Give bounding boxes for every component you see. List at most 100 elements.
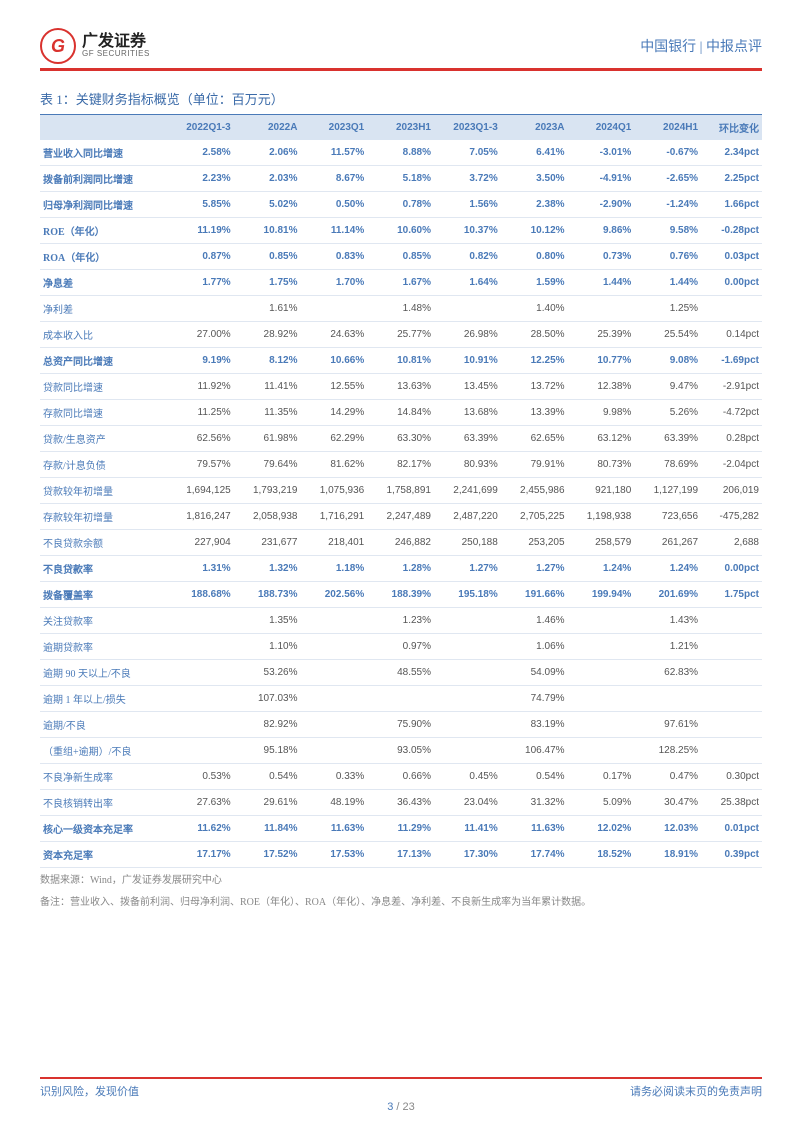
cell-value: 3.72% xyxy=(434,166,501,192)
cell-value: 0.53% xyxy=(167,764,234,790)
cell-value: 1,716,291 xyxy=(300,504,367,530)
cell-value xyxy=(568,686,635,712)
cell-value: 82.92% xyxy=(234,712,301,738)
cell-value xyxy=(568,712,635,738)
cell-value: 2.58% xyxy=(167,140,234,166)
row-label: 逾期/不良 xyxy=(40,712,167,738)
cell-value: 1.32% xyxy=(234,556,301,582)
cell-value xyxy=(701,296,762,322)
cell-value: 80.73% xyxy=(568,452,635,478)
cell-value: 48.55% xyxy=(367,660,434,686)
cell-value: 9.98% xyxy=(568,400,635,426)
cell-value: 1.06% xyxy=(501,634,568,660)
logo-text: 广发证券 GF SECURITIES xyxy=(82,33,150,59)
cell-value: 5.09% xyxy=(568,790,635,816)
col-header: 2023H1 xyxy=(367,115,434,141)
cell-value xyxy=(701,608,762,634)
cell-value: 18.91% xyxy=(634,842,701,868)
row-label: 不良净新生成率 xyxy=(40,764,167,790)
cell-value: 6.41% xyxy=(501,140,568,166)
cell-value xyxy=(701,712,762,738)
cell-value: 12.38% xyxy=(568,374,635,400)
cell-value: 0.54% xyxy=(234,764,301,790)
cell-value xyxy=(300,712,367,738)
cell-value xyxy=(434,608,501,634)
table-row: 关注贷款率1.35%1.23%1.46%1.43% xyxy=(40,608,762,634)
cell-value: -0.28pct xyxy=(701,218,762,244)
table-row: 贷款同比增速11.92%11.41%12.55%13.63%13.45%13.7… xyxy=(40,374,762,400)
cell-value: 231,677 xyxy=(234,530,301,556)
cell-value: 188.68% xyxy=(167,582,234,608)
cell-value: 206,019 xyxy=(701,478,762,504)
cell-value: 8.67% xyxy=(300,166,367,192)
table-row: 净利差1.61%1.48%1.40%1.25% xyxy=(40,296,762,322)
cell-value: 17.30% xyxy=(434,842,501,868)
cell-value: 17.52% xyxy=(234,842,301,868)
cell-value: 36.43% xyxy=(367,790,434,816)
cell-value: -2.65% xyxy=(634,166,701,192)
cell-value: 31.32% xyxy=(501,790,568,816)
logo-mark-icon: G xyxy=(40,28,76,64)
cell-value: 1.61% xyxy=(234,296,301,322)
cell-value xyxy=(568,738,635,764)
cell-value: 8.12% xyxy=(234,348,301,374)
cell-value: 62.65% xyxy=(501,426,568,452)
cell-value: 1.77% xyxy=(167,270,234,296)
row-label: 存款较年初增量 xyxy=(40,504,167,530)
cell-value xyxy=(434,296,501,322)
col-header: 2024H1 xyxy=(634,115,701,141)
cell-value: 9.47% xyxy=(634,374,701,400)
cell-value: 1.43% xyxy=(634,608,701,634)
row-label: 存款同比增速 xyxy=(40,400,167,426)
table-row: 贷款/生息资产62.56%61.98%62.29%63.30%63.39%62.… xyxy=(40,426,762,452)
cell-value xyxy=(434,686,501,712)
table-row: 总资产同比增速9.19%8.12%10.66%10.81%10.91%12.25… xyxy=(40,348,762,374)
cell-value: 0.47% xyxy=(634,764,701,790)
cell-value: 2.38% xyxy=(501,192,568,218)
cell-value: 79.91% xyxy=(501,452,568,478)
cell-value: 1.75% xyxy=(234,270,301,296)
cell-value: 80.93% xyxy=(434,452,501,478)
cell-value: 53.26% xyxy=(234,660,301,686)
cell-value: 199.94% xyxy=(568,582,635,608)
cell-value xyxy=(167,686,234,712)
cell-value: 191.66% xyxy=(501,582,568,608)
cell-value: 93.05% xyxy=(367,738,434,764)
cell-value: 5.26% xyxy=(634,400,701,426)
cell-value: 723,656 xyxy=(634,504,701,530)
cell-value: 28.92% xyxy=(234,322,301,348)
cell-value: -1.69pct xyxy=(701,348,762,374)
cell-value: 0.85% xyxy=(367,244,434,270)
cell-value xyxy=(568,296,635,322)
table-row: 存款/计息负债79.57%79.64%81.62%82.17%80.93%79.… xyxy=(40,452,762,478)
cell-value: 0.83% xyxy=(300,244,367,270)
cell-value: 61.98% xyxy=(234,426,301,452)
cell-value xyxy=(568,660,635,686)
table-head: 2022Q1-32022A2023Q12023H12023Q1-32023A20… xyxy=(40,115,762,141)
cell-value: 201.69% xyxy=(634,582,701,608)
row-label: 净利差 xyxy=(40,296,167,322)
col-header: 2023Q1-3 xyxy=(434,115,501,141)
cell-value xyxy=(634,686,701,712)
cell-value: 1,127,199 xyxy=(634,478,701,504)
page-footer: 识别风险，发现价值 请务必阅读末页的免责声明 3 / 23 xyxy=(0,1077,802,1113)
cell-value xyxy=(701,634,762,660)
cell-value: 25.54% xyxy=(634,322,701,348)
row-label: 贷款/生息资产 xyxy=(40,426,167,452)
cell-value: 0.50% xyxy=(300,192,367,218)
cell-value xyxy=(167,660,234,686)
cell-value: 63.39% xyxy=(434,426,501,452)
cell-value: 10.12% xyxy=(501,218,568,244)
cell-value xyxy=(300,608,367,634)
cell-value xyxy=(167,738,234,764)
row-label: 关注贷款率 xyxy=(40,608,167,634)
cell-value: 0.14pct xyxy=(701,322,762,348)
cell-value: -4.72pct xyxy=(701,400,762,426)
row-label: （重组+逾期）/不良 xyxy=(40,738,167,764)
table-row: （重组+逾期）/不良95.18%93.05%106.47%128.25% xyxy=(40,738,762,764)
cell-value: 1.75pct xyxy=(701,582,762,608)
cell-value: 10.81% xyxy=(367,348,434,374)
cell-value: 12.02% xyxy=(568,816,635,842)
page-sep: / xyxy=(393,1101,402,1113)
cell-value: 28.50% xyxy=(501,322,568,348)
